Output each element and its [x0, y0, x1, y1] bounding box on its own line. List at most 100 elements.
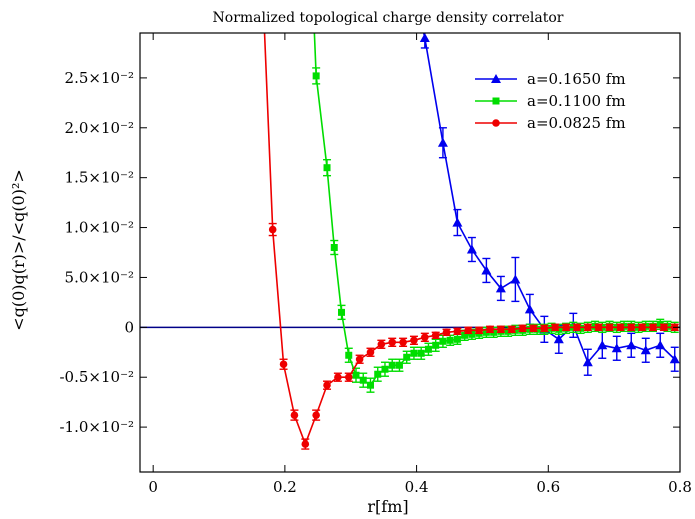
- x-tick-label: 0: [148, 478, 158, 496]
- series-1: [312, 33, 679, 393]
- data-point: [410, 349, 418, 357]
- series-layer: [263, 33, 680, 450]
- data-point: [461, 331, 469, 339]
- data-point: [649, 323, 657, 332]
- data-point: [377, 340, 386, 349]
- data-point: [453, 327, 462, 336]
- data-point: [510, 274, 521, 284]
- series-clip-group: [263, 33, 680, 450]
- x-tick-label: 0.2: [273, 478, 297, 496]
- data-point: [660, 323, 668, 332]
- x-tick-label: 0.6: [536, 478, 560, 496]
- data-point: [419, 33, 430, 42]
- data-point: [403, 353, 411, 361]
- data-point: [626, 340, 637, 350]
- legend-label: a=0.1100 fm: [527, 92, 626, 110]
- data-point: [497, 325, 505, 334]
- data-point: [627, 323, 636, 332]
- data-point: [518, 324, 527, 333]
- data-point: [431, 331, 440, 340]
- data-point: [312, 411, 320, 419]
- data-point: [388, 361, 396, 369]
- data-point: [582, 357, 593, 367]
- legend-marker: [492, 119, 500, 127]
- data-point: [486, 325, 494, 334]
- data-point: [355, 355, 364, 364]
- data-point: [507, 325, 516, 334]
- data-point: [417, 349, 425, 357]
- y-tick-label: 2.5×10⁻²: [65, 69, 134, 87]
- data-point: [504, 327, 512, 335]
- y-tick-label: 5.0×10⁻²: [65, 268, 134, 286]
- data-point: [366, 381, 374, 389]
- y-tick-label: 0: [124, 318, 134, 336]
- data-point: [410, 336, 418, 345]
- data-point: [466, 244, 477, 254]
- data-point: [381, 365, 389, 373]
- data-point: [524, 304, 535, 314]
- data-point: [468, 330, 476, 338]
- data-point: [481, 265, 492, 275]
- data-point: [334, 373, 342, 382]
- legend-marker: [491, 74, 501, 83]
- data-point: [268, 225, 277, 234]
- y-tick-label: -0.5×10⁻²: [59, 368, 134, 386]
- data-point: [475, 326, 483, 335]
- data-point: [453, 335, 461, 343]
- data-point: [366, 348, 375, 357]
- x-axis-label: r[fm]: [367, 497, 408, 516]
- legend-label: a=0.0825 fm: [527, 114, 626, 132]
- y-tick-label: 1.5×10⁻²: [65, 169, 134, 187]
- data-point: [464, 326, 473, 335]
- y-axis-label: <q(0)q(r)>/<q(0)²>: [9, 169, 28, 331]
- ticks-layer: 0 0.2 0.4 0.6 0.8 2.5×10⁻² 2.0×10⁻² 1.5×10⁻² 1.0…: [59, 33, 692, 496]
- data-point: [421, 333, 429, 342]
- data-point: [345, 351, 353, 359]
- data-point: [594, 323, 603, 332]
- data-point: [395, 361, 403, 369]
- y-tick-label: 1.0×10⁻²: [65, 219, 134, 237]
- data-point: [323, 164, 331, 172]
- data-point: [323, 381, 331, 389]
- data-point: [584, 323, 592, 332]
- series-line: [422, 33, 676, 364]
- plot-frame: [139, 32, 681, 473]
- data-point: [399, 338, 407, 347]
- data-point: [388, 338, 397, 347]
- data-point: [279, 360, 288, 369]
- data-point: [439, 337, 447, 345]
- y-tick-label: 2.0×10⁻²: [65, 119, 134, 137]
- data-point: [352, 371, 360, 379]
- data-point: [551, 323, 560, 332]
- data-point: [312, 72, 320, 80]
- legend: a=0.1650 fm a=0.1100 fm a=0.0825 fm: [475, 70, 626, 132]
- data-point: [669, 354, 680, 364]
- legend-label: a=0.1650 fm: [527, 70, 626, 88]
- data-point: [597, 340, 608, 350]
- data-point: [432, 341, 440, 349]
- data-point: [655, 340, 666, 350]
- x-tick-label: 0.4: [405, 478, 429, 496]
- data-point: [495, 283, 506, 293]
- data-point: [330, 244, 338, 252]
- data-point: [611, 343, 622, 353]
- data-point: [359, 376, 367, 384]
- data-point: [290, 411, 299, 419]
- data-point: [424, 345, 432, 353]
- data-point: [638, 323, 646, 332]
- data-point: [553, 334, 564, 344]
- data-point: [344, 373, 353, 382]
- data-point: [446, 336, 454, 344]
- data-point: [555, 325, 563, 333]
- legend-marker: [492, 97, 500, 105]
- data-point: [605, 323, 614, 332]
- series-0: [419, 33, 680, 376]
- data-point: [452, 217, 463, 227]
- data-point: [374, 370, 382, 378]
- series-2: [263, 33, 679, 450]
- data-point: [640, 345, 651, 355]
- x-tick-label: 0.8: [668, 478, 692, 496]
- data-point: [301, 440, 310, 448]
- data-point: [442, 328, 451, 337]
